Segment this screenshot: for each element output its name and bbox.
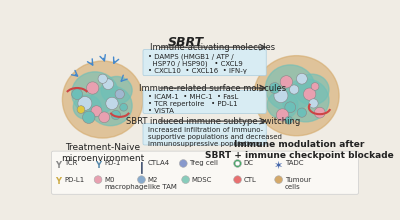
Text: Y: Y <box>55 161 61 170</box>
FancyBboxPatch shape <box>143 123 266 145</box>
Text: M0
macrophage: M0 macrophage <box>104 177 148 190</box>
Text: Tumour
cells: Tumour cells <box>285 177 311 190</box>
Circle shape <box>290 85 299 94</box>
Circle shape <box>91 106 102 117</box>
Circle shape <box>276 109 289 121</box>
Circle shape <box>182 176 190 183</box>
Circle shape <box>234 160 242 167</box>
Text: TADC: TADC <box>285 160 303 166</box>
Ellipse shape <box>89 86 132 126</box>
Circle shape <box>275 176 282 183</box>
FancyBboxPatch shape <box>143 50 266 76</box>
Circle shape <box>82 111 95 123</box>
Text: Immune modulation after
SBRT + immune checkpoint blockade: Immune modulation after SBRT + immune ch… <box>205 140 394 160</box>
Text: MDSC: MDSC <box>192 177 212 183</box>
Circle shape <box>296 73 307 84</box>
Ellipse shape <box>72 72 118 115</box>
Circle shape <box>86 82 99 94</box>
Text: SBRT induced immune subtype switching: SBRT induced immune subtype switching <box>126 117 300 126</box>
Text: SBRT: SBRT <box>168 36 204 49</box>
Circle shape <box>280 76 292 88</box>
Circle shape <box>309 99 318 108</box>
Circle shape <box>304 88 316 100</box>
Circle shape <box>98 74 107 83</box>
Ellipse shape <box>62 61 143 138</box>
Ellipse shape <box>73 95 101 120</box>
Circle shape <box>311 82 319 90</box>
Circle shape <box>111 110 120 120</box>
Ellipse shape <box>295 74 329 105</box>
Text: Y: Y <box>55 177 61 186</box>
Circle shape <box>115 90 124 99</box>
Text: Immune-activating molecules: Immune-activating molecules <box>150 43 275 52</box>
Text: Treatment-Naive
microenvironment: Treatment-Naive microenvironment <box>61 143 144 163</box>
Text: Treg cell: Treg cell <box>190 160 218 166</box>
Text: M2
like TAM: M2 like TAM <box>148 177 176 190</box>
Text: Immune-related surface molecules: Immune-related surface molecules <box>139 84 286 93</box>
Circle shape <box>234 176 242 183</box>
FancyBboxPatch shape <box>52 151 358 194</box>
Text: DC: DC <box>244 160 254 166</box>
Text: PD-L1: PD-L1 <box>64 177 84 183</box>
Ellipse shape <box>267 91 298 119</box>
Text: • ICAM-1  • MHC-1  • FasL
• TCR repertoire   • PD-L1
• VISTA: • ICAM-1 • MHC-1 • FasL • TCR repertoire… <box>148 94 238 114</box>
Circle shape <box>285 102 296 113</box>
Circle shape <box>120 103 128 111</box>
Circle shape <box>314 107 325 118</box>
Text: Y: Y <box>95 161 101 170</box>
Circle shape <box>138 176 145 183</box>
Circle shape <box>103 79 114 90</box>
Text: ┃: ┃ <box>138 161 144 173</box>
Circle shape <box>106 97 118 110</box>
Text: CTL: CTL <box>244 177 257 183</box>
Circle shape <box>235 161 240 166</box>
Ellipse shape <box>282 79 329 122</box>
Circle shape <box>269 83 280 93</box>
Circle shape <box>77 106 85 114</box>
Circle shape <box>99 112 110 123</box>
Circle shape <box>285 117 292 124</box>
Text: ✶: ✶ <box>274 161 283 171</box>
FancyBboxPatch shape <box>143 90 266 114</box>
Text: Increased infiltration of immuno-
supportive populations and decreased
immunosup: Increased infiltration of immuno- suppor… <box>148 127 282 147</box>
Text: CTLA4: CTLA4 <box>148 160 170 166</box>
Ellipse shape <box>254 56 339 136</box>
Circle shape <box>274 89 288 103</box>
Ellipse shape <box>266 65 315 111</box>
Circle shape <box>94 176 102 183</box>
Circle shape <box>180 160 187 167</box>
Text: • DAMPS (HMGB1 / ATP /
  HSP70 / HSP90)   • CXCL9
• CXCL10  • CXCL16  • IFN-γ: • DAMPS (HMGB1 / ATP / HSP70 / HSP90) • … <box>148 53 246 74</box>
Text: PD-1: PD-1 <box>104 160 121 166</box>
Circle shape <box>297 108 306 117</box>
Ellipse shape <box>101 77 132 104</box>
Circle shape <box>72 89 82 99</box>
Text: TCR: TCR <box>64 160 77 166</box>
Circle shape <box>78 96 92 110</box>
